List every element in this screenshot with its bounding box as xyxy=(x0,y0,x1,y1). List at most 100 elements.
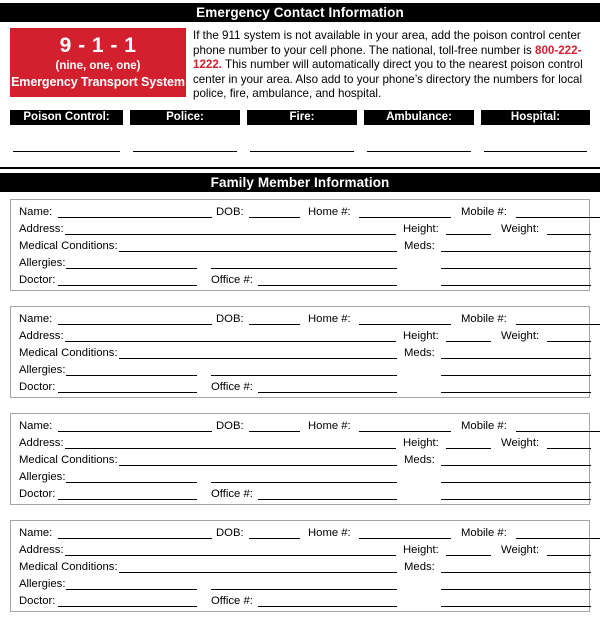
input-allergies[interactable] xyxy=(66,469,197,483)
input-doctor[interactable] xyxy=(58,272,197,286)
input-doctor[interactable] xyxy=(58,379,197,393)
input-allergies-continued[interactable] xyxy=(211,255,397,269)
label-height: Height: xyxy=(403,544,439,556)
input-medical-conditions[interactable] xyxy=(119,452,397,466)
label-dob: DOB: xyxy=(216,206,244,218)
input-allergies-continued[interactable] xyxy=(211,576,397,590)
input-address[interactable] xyxy=(65,221,396,235)
input-home-number[interactable] xyxy=(359,418,451,432)
label-meds: Meds: xyxy=(404,240,435,252)
input-office-number[interactable] xyxy=(258,272,397,286)
input-height[interactable] xyxy=(446,221,491,235)
family-member-row: Medical Conditions: Meds: xyxy=(11,345,591,362)
input-meds-continued-2[interactable] xyxy=(441,593,591,607)
input-doctor[interactable] xyxy=(58,486,197,500)
label-doctor: Doctor: xyxy=(19,274,56,286)
contact-writein-line-hospital[interactable] xyxy=(484,151,587,152)
input-mobile-number[interactable] xyxy=(516,418,600,432)
family-member-row: Allergies: xyxy=(11,576,591,593)
label-height: Height: xyxy=(403,223,439,235)
input-home-number[interactable] xyxy=(359,204,451,218)
input-medical-conditions[interactable] xyxy=(119,345,397,359)
input-address[interactable] xyxy=(65,542,396,556)
input-weight[interactable] xyxy=(547,221,591,235)
input-meds-continued-2[interactable] xyxy=(441,379,591,393)
input-mobile-number[interactable] xyxy=(516,204,600,218)
label-meds: Meds: xyxy=(404,561,435,573)
input-meds[interactable] xyxy=(441,238,591,252)
input-dob[interactable] xyxy=(249,525,300,539)
input-meds[interactable] xyxy=(441,452,591,466)
input-name[interactable] xyxy=(58,525,212,539)
label-doctor: Doctor: xyxy=(19,595,56,607)
family-member-row: Doctor: Office #: xyxy=(11,379,591,396)
family-member-row: Allergies: xyxy=(11,362,591,379)
label-doctor: Doctor: xyxy=(19,381,56,393)
input-height[interactable] xyxy=(446,435,491,449)
input-meds-continued-1[interactable] xyxy=(441,469,591,483)
input-office-number[interactable] xyxy=(258,379,397,393)
input-allergies-continued[interactable] xyxy=(211,362,397,376)
input-allergies[interactable] xyxy=(66,576,197,590)
input-office-number[interactable] xyxy=(258,486,397,500)
contact-writein-line-police[interactable] xyxy=(133,151,237,152)
input-dob[interactable] xyxy=(249,311,300,325)
poison-control-blurb: If the 911 system is not available in yo… xyxy=(193,29,591,102)
input-address[interactable] xyxy=(65,435,396,449)
input-home-number[interactable] xyxy=(359,525,451,539)
input-meds-continued-1[interactable] xyxy=(441,576,591,590)
input-name[interactable] xyxy=(58,418,212,432)
contact-field-ambulance[interactable]: Ambulance: xyxy=(364,110,474,155)
input-meds-continued-1[interactable] xyxy=(441,362,591,376)
input-meds-continued-1[interactable] xyxy=(441,255,591,269)
input-mobile-number[interactable] xyxy=(516,311,600,325)
label-home-number: Home #: xyxy=(308,206,351,218)
input-allergies-continued[interactable] xyxy=(211,469,397,483)
contact-writein-line-fire[interactable] xyxy=(250,151,354,152)
label-address: Address: xyxy=(19,544,64,556)
input-height[interactable] xyxy=(446,542,491,556)
input-doctor[interactable] xyxy=(58,593,197,607)
input-allergies[interactable] xyxy=(66,255,197,269)
input-name[interactable] xyxy=(58,311,212,325)
label-name: Name: xyxy=(19,206,53,218)
contact-field-hospital[interactable]: Hospital: xyxy=(481,110,590,155)
input-mobile-number[interactable] xyxy=(516,525,600,539)
label-medical-conditions: Medical Conditions: xyxy=(19,240,118,252)
section-divider-rule xyxy=(0,167,600,169)
family-member-row: Address: Height: Weight: xyxy=(11,328,591,345)
input-meds[interactable] xyxy=(441,345,591,359)
contact-writein-line-ambulance[interactable] xyxy=(367,151,471,152)
input-dob[interactable] xyxy=(249,418,300,432)
family-member-row: Allergies: xyxy=(11,469,591,486)
family-member-row: Medical Conditions: Meds: xyxy=(11,238,591,255)
label-name: Name: xyxy=(19,527,53,539)
input-dob[interactable] xyxy=(249,204,300,218)
input-weight[interactable] xyxy=(547,542,591,556)
label-office-number: Office #: xyxy=(211,488,253,500)
input-address[interactable] xyxy=(65,328,396,342)
input-medical-conditions[interactable] xyxy=(119,559,397,573)
input-home-number[interactable] xyxy=(359,311,451,325)
contact-label-ambulance: Ambulance: xyxy=(364,110,474,125)
input-meds-continued-2[interactable] xyxy=(441,486,591,500)
input-weight[interactable] xyxy=(547,328,591,342)
input-office-number[interactable] xyxy=(258,593,397,607)
label-mobile-number: Mobile #: xyxy=(461,206,507,218)
input-weight[interactable] xyxy=(547,435,591,449)
contact-field-fire[interactable]: Fire: xyxy=(247,110,357,155)
input-name[interactable] xyxy=(58,204,212,218)
input-allergies[interactable] xyxy=(66,362,197,376)
input-meds-continued-2[interactable] xyxy=(441,272,591,286)
input-medical-conditions[interactable] xyxy=(119,238,397,252)
contact-writein-line-poison-control[interactable] xyxy=(13,151,120,152)
label-doctor: Doctor: xyxy=(19,488,56,500)
input-meds[interactable] xyxy=(441,559,591,573)
blurb-part-2: This number will automatically direct yo… xyxy=(193,58,583,101)
contact-field-poison-control[interactable]: Poison Control: xyxy=(10,110,123,155)
input-height[interactable] xyxy=(446,328,491,342)
family-member-row: Medical Conditions: Meds: xyxy=(11,559,591,576)
blurb-part-1: If the 911 system is not available in yo… xyxy=(193,29,581,57)
label-mobile-number: Mobile #: xyxy=(461,313,507,325)
contact-field-police[interactable]: Police: xyxy=(130,110,240,155)
